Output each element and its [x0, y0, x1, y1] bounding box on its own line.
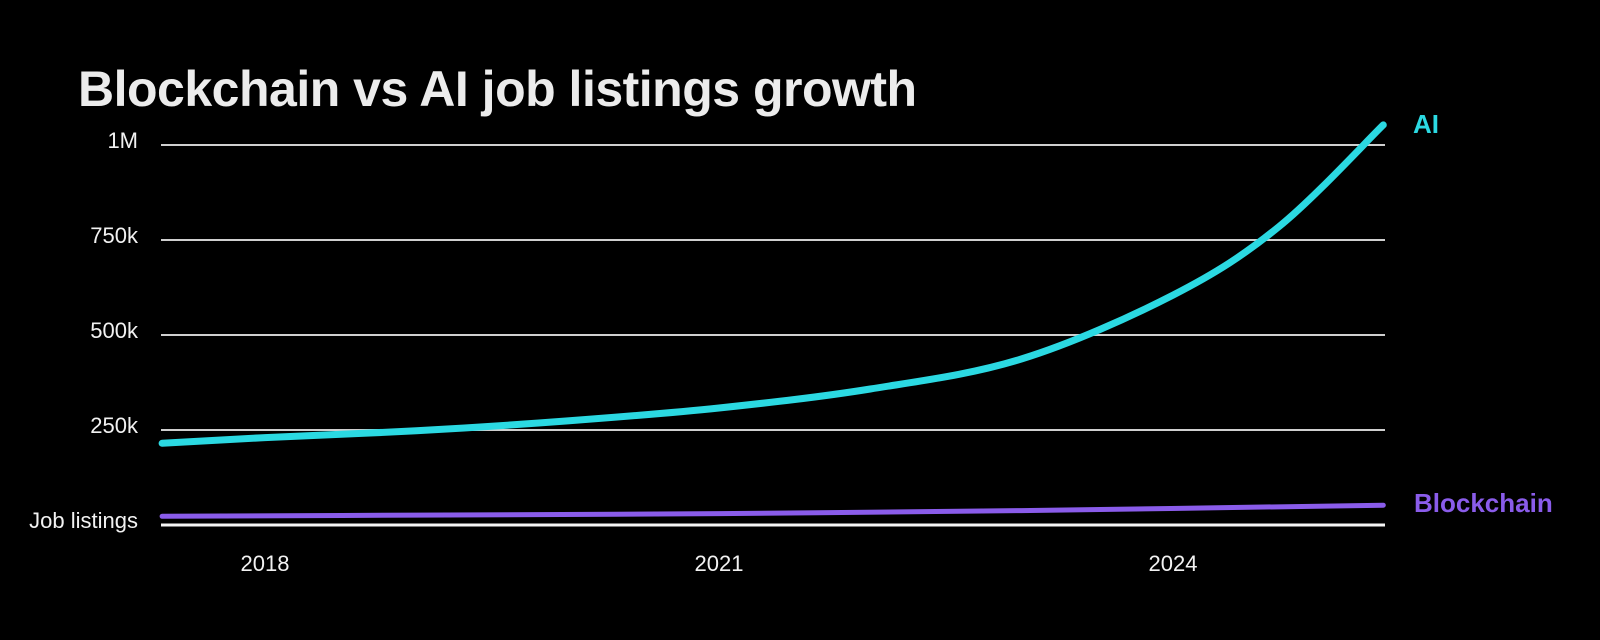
- x-tick-2024: 2024: [1148, 551, 1198, 576]
- x-tick-2021: 2021: [694, 551, 744, 576]
- chart-title: Blockchain vs AI job listings growth: [78, 61, 917, 117]
- series-line-ai: [158, 121, 1387, 447]
- y-tick-500k: 500k: [90, 318, 138, 343]
- x-tick-2018: 2018: [240, 551, 290, 576]
- series-label-blockchain: Blockchain: [1414, 488, 1553, 518]
- y-tick-1M: 1M: [107, 128, 138, 153]
- y-tick-750k: 750k: [90, 223, 138, 248]
- y-tick-250k: 250k: [90, 413, 138, 438]
- series-label-ai: AI: [1413, 109, 1439, 139]
- y-axis-label-job-listings: Job listings: [29, 508, 138, 533]
- series-line-blockchain: [159, 502, 1386, 519]
